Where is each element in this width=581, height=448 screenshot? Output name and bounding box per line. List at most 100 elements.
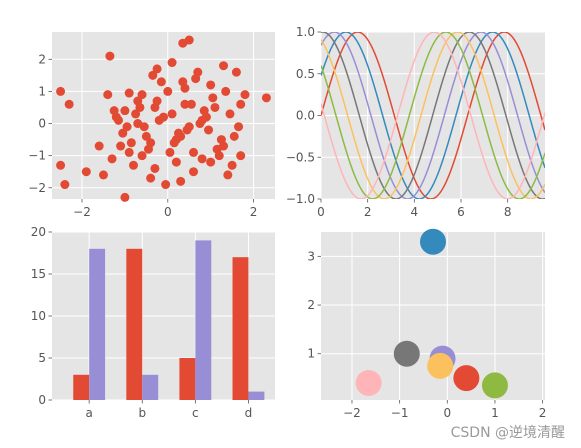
bars-category-label: c: [192, 406, 199, 420]
bars-y-tick-label: 15: [31, 267, 46, 281]
scatter-point: [124, 147, 134, 157]
scatter-point: [186, 99, 196, 109]
scatter-point: [165, 147, 175, 157]
scatter-y-tick-label: −2: [28, 181, 46, 195]
sinusoid-lines: [321, 32, 545, 199]
sinusoids-x-tick-label: 8: [504, 205, 512, 219]
sinusoids-x-tick-label: 2: [364, 205, 372, 219]
scatter-point: [206, 157, 216, 167]
sinusoids-x-tick-label: 4: [411, 205, 419, 219]
scatter-point: [176, 176, 186, 186]
sinusoid-line: [321, 32, 545, 199]
circle-point: [453, 365, 480, 392]
scatter-point: [109, 106, 119, 116]
scatter-point: [167, 58, 177, 68]
scatter-x-tick-label: 2: [250, 205, 258, 219]
scatter-point: [229, 131, 239, 141]
bar: [179, 358, 196, 400]
circles-y-tick-label: 3: [307, 249, 315, 263]
scatter-point: [240, 90, 250, 100]
scatter-point: [150, 163, 160, 173]
sinusoid-line: [321, 32, 545, 199]
scatter-point: [176, 131, 186, 141]
scatter-point: [225, 109, 235, 119]
scatter-point: [178, 77, 188, 87]
scatter-point: [118, 128, 128, 138]
scatter-point: [219, 61, 229, 71]
scatter-point: [141, 131, 151, 141]
scatter-point: [113, 115, 123, 125]
circles-y-tick-label: 1: [307, 347, 315, 361]
scatter-point: [120, 192, 130, 202]
bar-marks: [73, 240, 265, 400]
scatter-point: [199, 106, 209, 116]
scatter-point: [124, 88, 134, 98]
bars-category-label: d: [245, 406, 253, 420]
sinusoids-axes: 0 2 4 6 8 −1.0 −0.5 0.0 0.5 1.0: [286, 25, 545, 219]
sinusoids-x-tick-label: 0: [317, 205, 325, 219]
circle-point: [420, 228, 446, 255]
bars-y-tick-label: 20: [31, 225, 46, 239]
scatter-point: [94, 141, 104, 151]
scatter-point: [221, 86, 231, 96]
circles-x-tick-label: 0: [443, 406, 451, 420]
bar: [89, 248, 106, 400]
sinusoid-line: [321, 32, 545, 199]
scatter-point: [156, 77, 166, 87]
sinusoids-y-tick-label: −1.0: [286, 192, 315, 206]
scatter-y-tick-label: −1: [28, 149, 46, 163]
scatter-y-tick-label: 0: [38, 117, 46, 131]
bars-y-tick-label: 10: [31, 309, 46, 323]
bars-y-tick-label: 5: [38, 351, 46, 365]
scatter-point: [184, 35, 194, 45]
scatter-y-tick-label: 2: [38, 52, 46, 66]
scatter-point: [189, 167, 199, 177]
scatter-point: [163, 86, 173, 96]
bar: [248, 391, 265, 400]
circles-x-tick-label: −2: [343, 406, 361, 420]
bar: [73, 374, 90, 400]
sinusoids-y-tick-label: 0.5: [296, 67, 315, 81]
circles-axes: −2 −1 0 1 2 1 2 3: [307, 228, 546, 420]
scatter-point: [56, 160, 66, 170]
sinusoids-y-tick-label: −0.5: [286, 150, 315, 164]
sinusoid-line: [321, 32, 545, 199]
scatter-point: [116, 141, 126, 151]
scatter-point: [236, 99, 246, 109]
scatter-point: [234, 122, 244, 132]
scatter-point: [210, 102, 220, 112]
bar: [126, 248, 143, 400]
scatter-point: [169, 138, 179, 148]
scatter-point: [161, 180, 171, 190]
scatter-points: [56, 35, 271, 202]
scatter-point: [139, 122, 149, 132]
circle-point: [427, 352, 454, 379]
scatter-point: [197, 115, 207, 125]
sinusoid-line: [321, 32, 545, 199]
sinusoids-y-tick-label: 0.0: [296, 109, 315, 123]
scatter-point: [148, 70, 158, 80]
scatter-point: [107, 154, 117, 164]
scatter-point: [131, 109, 141, 119]
circle-point: [355, 369, 382, 396]
bar: [232, 257, 249, 400]
scatter-point: [64, 99, 74, 109]
sinusoid-line: [321, 32, 545, 199]
sinusoids-y-tick-label: 1.0: [296, 25, 315, 39]
scatter-point: [219, 141, 229, 151]
sinusoids-x-tick-label: 6: [457, 205, 465, 219]
scatter-point: [159, 112, 168, 122]
scatter-point: [105, 51, 115, 61]
scatter-point: [128, 160, 138, 170]
scatter-point: [204, 125, 214, 135]
circles-x-tick-label: 1: [491, 406, 499, 420]
scatter-point: [189, 147, 199, 157]
circles-x-tick-label: −1: [391, 406, 409, 420]
scatter-point: [137, 90, 147, 100]
scatter-x-tick-label: 0: [164, 205, 172, 219]
scatter-point: [146, 173, 156, 183]
circle-point: [481, 372, 508, 399]
scatter-y-tick-label: 1: [38, 84, 46, 98]
scatter-point: [197, 154, 207, 164]
